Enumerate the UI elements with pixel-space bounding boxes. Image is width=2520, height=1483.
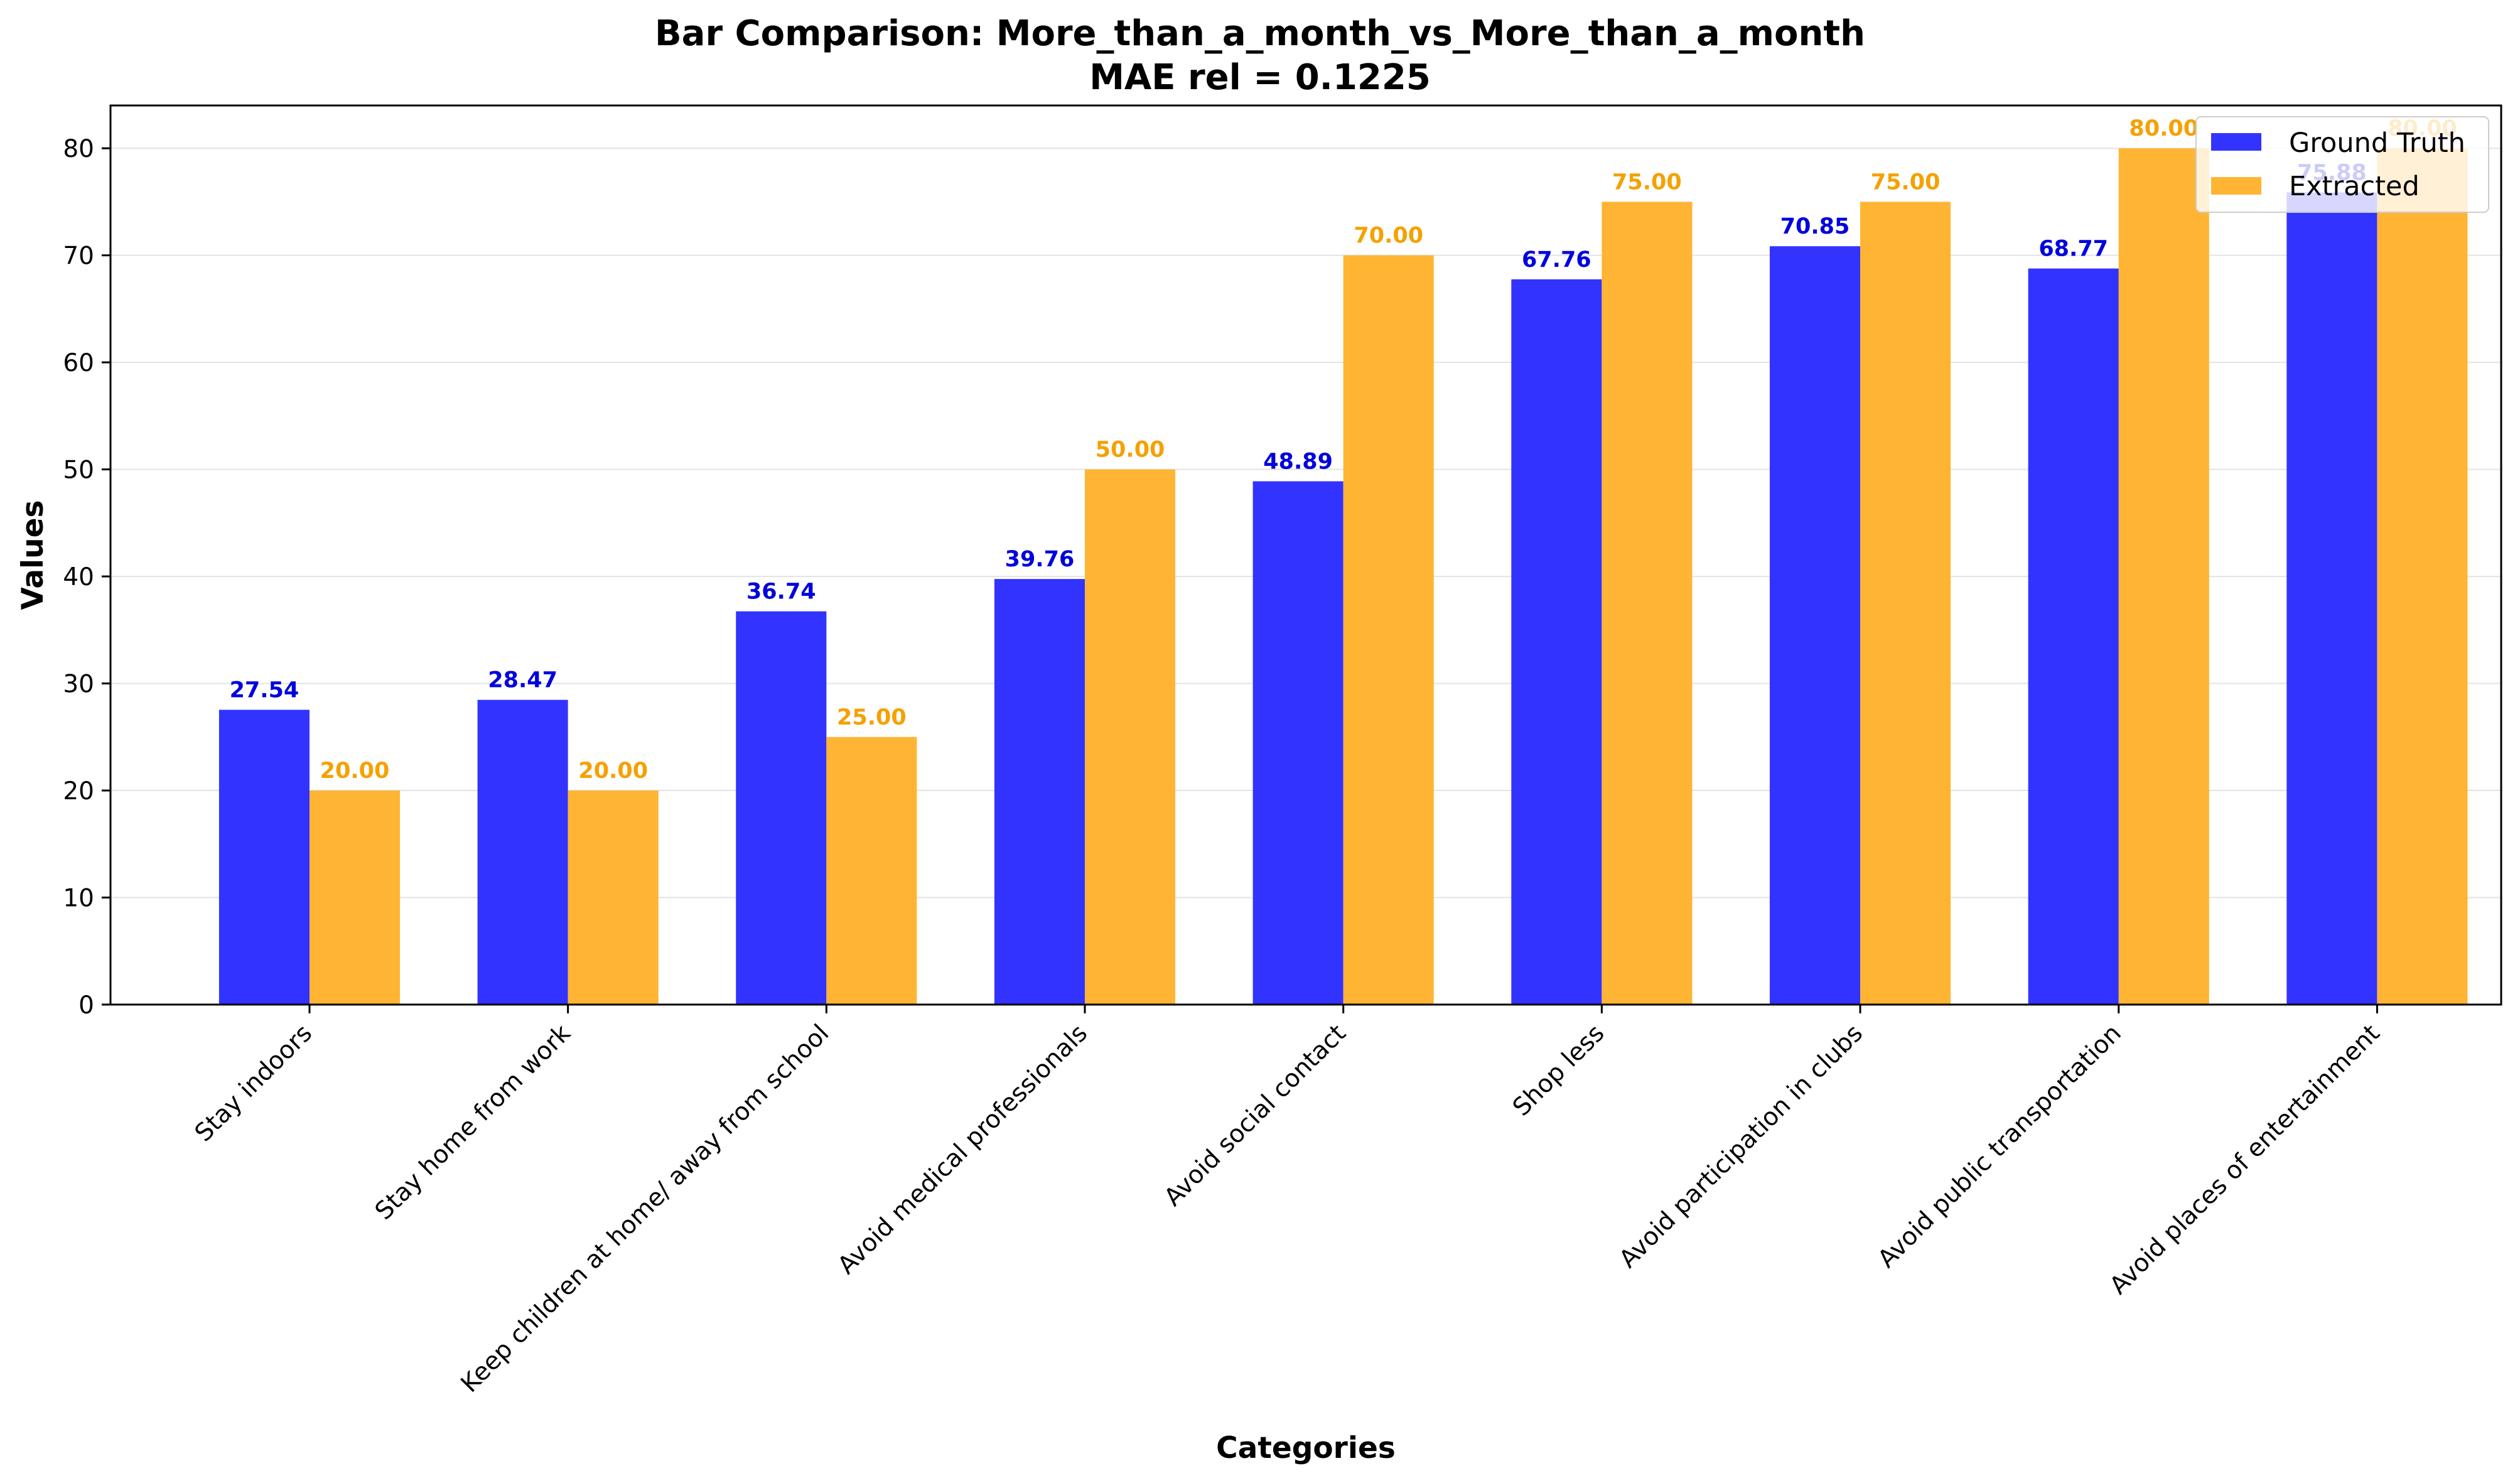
bar-extracted bbox=[1085, 469, 1176, 1005]
data-labels: 27.54 20.00 28.47 20.00 36.74 25.00 39.76 50.00… bbox=[230, 116, 2457, 784]
data-label-extracted: 50.00 bbox=[1096, 438, 1165, 463]
x-tick-label: Stay home from work bbox=[370, 1019, 576, 1226]
data-label-extracted: 20.00 bbox=[320, 758, 390, 784]
bar-extracted bbox=[309, 790, 401, 1005]
x-tick-label: Stay indoors bbox=[190, 1019, 318, 1147]
bar-extracted bbox=[1343, 255, 1434, 1005]
y-tick-label: 10 bbox=[63, 885, 94, 913]
bar-extracted bbox=[826, 736, 917, 1005]
chart-title-line1: Bar Comparison: More_than_a_month_vs_Mor… bbox=[655, 13, 1865, 54]
data-label-extracted: 70.00 bbox=[1354, 224, 1423, 249]
bar-ground-truth bbox=[2028, 268, 2119, 1005]
bar-ground-truth bbox=[2286, 192, 2377, 1005]
data-label-extracted: 80.00 bbox=[2129, 116, 2199, 141]
data-label-extracted: 75.00 bbox=[1612, 170, 1682, 195]
legend-label-extracted: Extracted bbox=[2289, 171, 2420, 202]
x-tick-label: Shop less bbox=[1507, 1019, 1610, 1121]
data-label-ground-truth: 36.74 bbox=[746, 580, 816, 605]
bar-ground-truth bbox=[994, 579, 1085, 1005]
data-label-extracted: 20.00 bbox=[578, 758, 648, 784]
bar-ground-truth bbox=[218, 709, 310, 1005]
bar-ground-truth bbox=[1511, 279, 1602, 1005]
y-tick-label: 60 bbox=[63, 349, 94, 377]
bar-ground-truth bbox=[477, 699, 568, 1005]
data-label-extracted: 75.00 bbox=[1871, 170, 1941, 195]
x-tick-label: Avoid places of entertainment bbox=[2104, 1019, 2385, 1300]
y-axis-label: Values bbox=[16, 500, 50, 610]
legend-label-ground-truth: Ground Truth bbox=[2289, 127, 2465, 159]
x-axis-label: Categories bbox=[1216, 1431, 1396, 1465]
data-label-ground-truth: 39.76 bbox=[1005, 547, 1075, 572]
bar-extracted bbox=[1602, 202, 1693, 1005]
y-tick-label: 70 bbox=[63, 242, 94, 271]
y-tick-label: 50 bbox=[63, 456, 94, 485]
data-label-ground-truth: 48.89 bbox=[1263, 450, 1333, 475]
x-tick-label: Avoid social contact bbox=[1159, 1019, 1352, 1212]
bar-extracted bbox=[2118, 148, 2209, 1005]
y-tick-label: 80 bbox=[63, 135, 94, 163]
data-label-ground-truth: 67.76 bbox=[1522, 247, 1591, 272]
bar-extracted bbox=[568, 790, 659, 1005]
plot-frame bbox=[109, 104, 2502, 1006]
legend: Ground Truth Extracted bbox=[2195, 116, 2489, 213]
data-label-ground-truth: 68.77 bbox=[2038, 237, 2108, 262]
y-axis-ticks: 0 10 20 30 40 50 60 70 80 bbox=[63, 135, 110, 1020]
chart-title-line2: MAE rel = 0.1225 bbox=[1089, 57, 1431, 98]
data-label-ground-truth: 28.47 bbox=[488, 668, 557, 693]
y-tick-label: 20 bbox=[63, 777, 94, 806]
bar-ground-truth bbox=[736, 611, 827, 1005]
y-tick-label: 40 bbox=[63, 563, 94, 591]
bars bbox=[218, 148, 2468, 1005]
legend-swatch-extracted bbox=[2211, 177, 2261, 195]
bar-ground-truth bbox=[1769, 246, 1861, 1005]
data-label-ground-truth: 70.85 bbox=[1780, 214, 1850, 239]
legend-swatch-ground-truth bbox=[2211, 133, 2261, 151]
legend-box bbox=[2195, 116, 2489, 213]
bar-ground-truth bbox=[1252, 481, 1343, 1005]
y-tick-label: 0 bbox=[78, 991, 94, 1020]
y-tick-label: 30 bbox=[63, 671, 94, 699]
data-label-ground-truth: 27.54 bbox=[230, 678, 299, 703]
x-tick-label: Avoid public transportation bbox=[1873, 1019, 2127, 1273]
bar-extracted bbox=[1860, 202, 1951, 1005]
bar-extracted bbox=[2377, 148, 2468, 1005]
x-tick-label: Avoid participation in clubs bbox=[1614, 1019, 1868, 1273]
x-tick-label: Avoid medical professionals bbox=[832, 1019, 1093, 1280]
data-label-extracted: 25.00 bbox=[837, 705, 907, 730]
